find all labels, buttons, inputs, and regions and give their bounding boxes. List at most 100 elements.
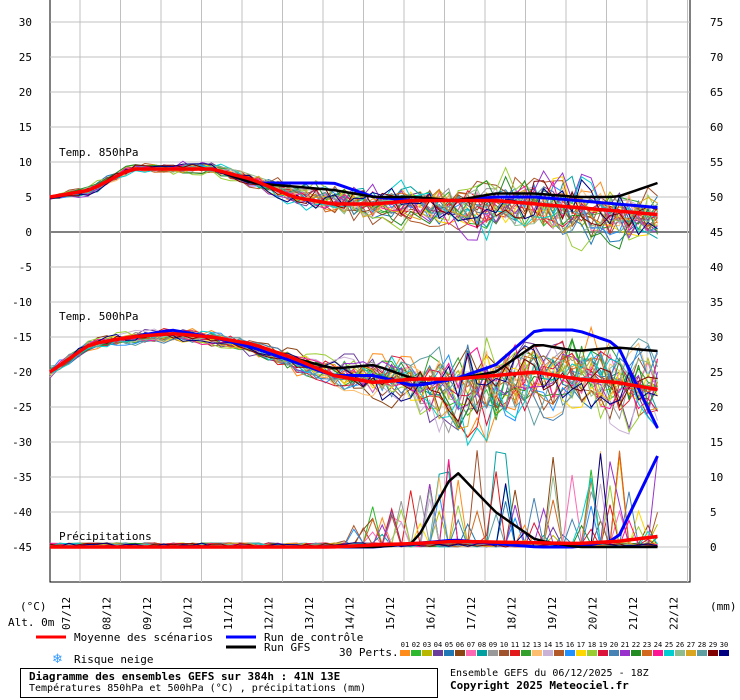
right-tick-label: 5 — [710, 506, 717, 519]
left-axis: 30 25 20 15 10 5 0 -5 -10 -15 -20 -25 -30 -35 -40 -45 — [12, 16, 32, 554]
pert-swatch — [466, 650, 476, 656]
pert-number: 10 — [500, 641, 508, 649]
pert-swatch — [653, 650, 663, 656]
right-tick-label: 65 — [710, 86, 723, 99]
right-tick-label: 60 — [710, 121, 723, 134]
pert-swatch — [400, 650, 410, 656]
right-tick-label: 20 — [710, 401, 723, 414]
pert-swatch — [543, 650, 553, 656]
run-info: Ensemble GEFS du 06/12/2025 - 18Z — [450, 668, 649, 679]
pert-swatch — [631, 650, 641, 656]
left-tick-label: 15 — [19, 121, 32, 134]
pert-swatch — [708, 650, 718, 656]
panel-precip — [49, 450, 659, 549]
x-tick-label: 11/12 — [222, 597, 235, 630]
legend-perts-label: 30 Perts. — [339, 646, 399, 659]
x-tick-label: 15/12 — [384, 597, 397, 630]
pert-swatch — [521, 650, 531, 656]
x-tick-label: 08/12 — [101, 597, 114, 630]
left-tick-label: 5 — [25, 191, 32, 204]
legend-snow-label: Risque neige — [74, 653, 153, 666]
pert-swatch — [532, 650, 542, 656]
panel-t850 — [49, 160, 658, 252]
x-tick-label: 19/12 — [546, 597, 559, 630]
pert-number: 27 — [687, 641, 695, 649]
pert-number: 11 — [511, 641, 519, 649]
left-tick-label: -10 — [12, 296, 32, 309]
alt-label: Alt. 0m — [8, 616, 55, 629]
credit-block: Ensemble GEFS du 06/12/2025 - 18Z Copyri… — [450, 668, 740, 692]
plot-frame — [49, 0, 691, 583]
pert-swatch — [565, 650, 575, 656]
pert-swatch — [675, 650, 685, 656]
pert-swatch — [719, 650, 729, 656]
pert-number: 23 — [643, 641, 651, 649]
snowflake-icon: ❄ — [52, 652, 63, 667]
pert-number: 06 — [456, 641, 464, 649]
x-tick-label: 20/12 — [587, 597, 600, 630]
pert-swatch — [598, 650, 608, 656]
pert-number: 16 — [566, 641, 574, 649]
x-tick-label: 22/12 — [668, 597, 681, 630]
pert-number: 05 — [445, 641, 453, 649]
pert-swatch — [433, 650, 443, 656]
x-tick-label: 07/12 — [60, 597, 73, 630]
pert-number: 19 — [599, 641, 607, 649]
left-tick-label: 25 — [19, 51, 32, 64]
pert-swatch — [664, 650, 674, 656]
x-tick-label: 09/12 — [141, 597, 154, 630]
pert-swatch — [697, 650, 707, 656]
pert-number: 14 — [544, 641, 552, 649]
x-tick-label: 12/12 — [263, 597, 276, 630]
right-tick-label: 35 — [710, 296, 723, 309]
pert-number: 25 — [665, 641, 673, 649]
right-tick-label: 15 — [710, 436, 723, 449]
pert-swatch — [609, 650, 619, 656]
right-tick-label: 75 — [710, 16, 723, 29]
pert-number: 30 — [720, 641, 728, 649]
member-line — [49, 328, 658, 435]
pert-number: 02 — [412, 641, 420, 649]
x-tick-label: 14/12 — [344, 597, 357, 630]
pert-swatch — [455, 650, 465, 656]
left-tick-label: -25 — [12, 401, 32, 414]
pert-number: 28 — [698, 641, 706, 649]
pert-number: 29 — [709, 641, 717, 649]
pert-swatch — [576, 650, 586, 656]
pert-number: 17 — [577, 641, 585, 649]
pert-number: 13 — [533, 641, 541, 649]
left-tick-label: 20 — [19, 86, 32, 99]
left-tick-label: 30 — [19, 16, 32, 29]
left-tick-label: -15 — [12, 331, 32, 344]
legend-gfs-label: Run GFS — [264, 641, 310, 654]
pert-number: 26 — [676, 641, 684, 649]
pert-number: 21 — [621, 641, 629, 649]
copyright: Copyright 2025 Meteociel.fr — [450, 679, 629, 692]
pert-swatch — [444, 650, 454, 656]
left-tick-label: -5 — [19, 261, 32, 274]
right-tick-label: 25 — [710, 366, 723, 379]
x-tick-label: 18/12 — [506, 597, 519, 630]
right-tick-label: 30 — [710, 331, 723, 344]
right-tick-label: 10 — [710, 471, 723, 484]
pert-swatch — [477, 650, 487, 656]
chart-title: Diagramme des ensembles GEFS sur 384h : … — [29, 670, 341, 683]
member-line — [49, 162, 658, 237]
panel-label-t500: Temp. 500hPa — [59, 310, 138, 323]
pert-number: 12 — [522, 641, 530, 649]
pert-swatch — [642, 650, 652, 656]
perturbation-legend: 01 02 03 04 05 06 07 08 09 10 11 12 13 14 15 16 17 18 19 20… — [400, 641, 729, 656]
legend: Moyenne des scénarios Run de contrôle Ru… — [36, 631, 729, 667]
member-line — [49, 328, 658, 431]
x-tick-label: 17/12 — [465, 597, 478, 630]
right-tick-label: 70 — [710, 51, 723, 64]
legend-mean-label: Moyenne des scénarios — [74, 631, 213, 644]
left-tick-label: -35 — [12, 471, 32, 484]
left-tick-label: -40 — [12, 506, 32, 519]
pert-number: 03 — [423, 641, 431, 649]
pert-swatch — [422, 650, 432, 656]
x-tick-label: 10/12 — [182, 597, 195, 630]
right-tick-label: 45 — [710, 226, 723, 239]
